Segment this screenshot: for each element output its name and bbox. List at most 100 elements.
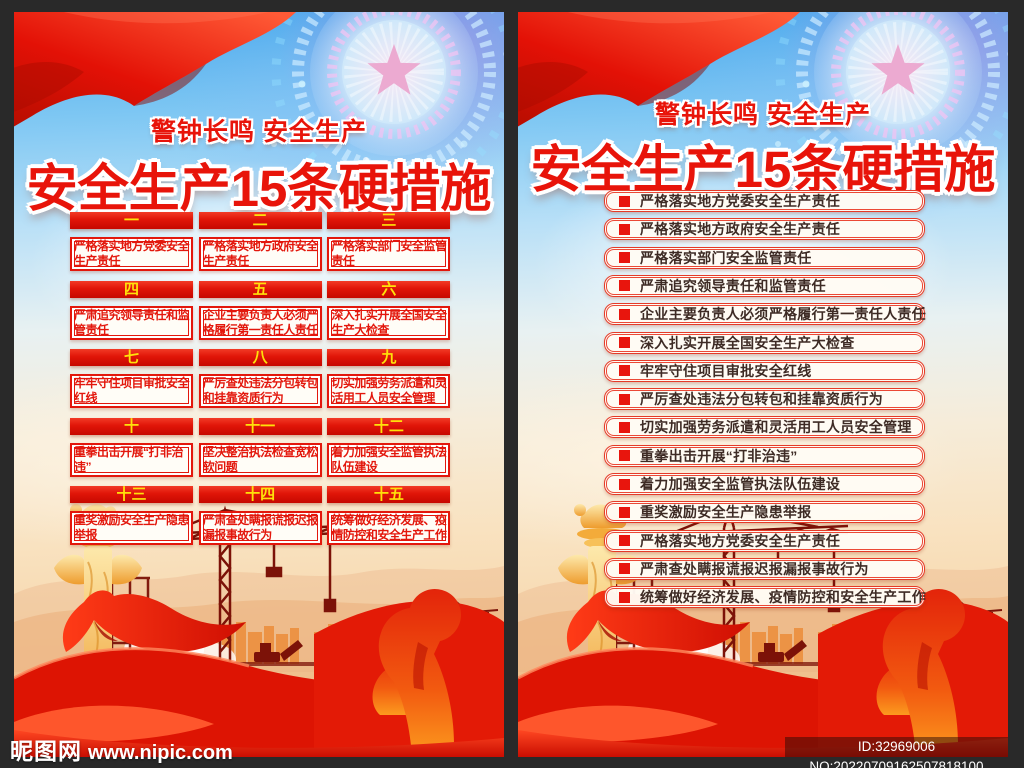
grid-number-label: 八 — [252, 349, 268, 366]
star-emblem-icon — [271, 12, 504, 195]
measure-list-text: 企业主要负责人必须严格履行第一责任人责任 — [640, 306, 926, 323]
site-url: www.nipic.com — [88, 742, 233, 764]
measure-list-item-12: 重奖激励安全生产隐患举报 — [604, 501, 925, 524]
measure-cell-text: 严格落实地方党委安全生产责任 — [74, 239, 190, 268]
measure-list-item-3: 严格落实部门安全监管责任 — [604, 246, 925, 269]
bullet-square-icon — [619, 506, 630, 518]
measure-list-item-1: 严格落实地方党委安全生产责任 — [604, 190, 925, 212]
bullet-square-icon — [619, 252, 630, 264]
bullet-square-icon — [619, 591, 630, 603]
bullet-square-icon — [619, 280, 630, 292]
site-watermark: 昵图网 www.nipic.com — [10, 732, 233, 766]
measures-grid: 一严格落实地方党委安全生产责任 二严格落实地方政府安全生产责任 三严格落实部门安全监… — [14, 12, 504, 757]
measure-cell-10: 重拳出击开展“打非治违” — [70, 442, 193, 477]
measure-list-item-8: 严厉查处违法分包转包和挂靠资质行为 — [604, 388, 925, 411]
grid-number-label: 十三 — [116, 486, 147, 503]
measure-list-item-9: 切实加强劳务派遣和灵活用工人员安全管理 — [604, 416, 925, 439]
bullet-square-icon — [619, 450, 630, 462]
wave-front — [14, 705, 214, 742]
bullet-square-icon — [619, 535, 630, 547]
grid-number-label: 一 — [123, 212, 139, 229]
grid-number-label: 二 — [252, 212, 268, 229]
bullet-square-icon — [619, 308, 630, 320]
ribbon-icon — [62, 590, 247, 653]
measure-cell-2: 严格落实地方政府安全生产责任 — [198, 237, 322, 271]
grid-number-label: 十四 — [245, 486, 276, 503]
measure-cell-15: 统筹做好经济发展、疫情防控和安全生产工作 — [327, 511, 451, 545]
poster-subtitle: 警钟长鸣 安全生产 — [151, 118, 367, 146]
measure-cell-text: 深入扎实开展全国安全生产大检查 — [331, 307, 447, 337]
bullet-square-icon — [619, 337, 630, 348]
measure-list-item-6: 深入扎实开展全国安全生产大检查 — [604, 331, 925, 354]
measure-list-item-11: 着力加强安全监管执法队伍建设 — [604, 473, 925, 495]
grid-number-10: 十 — [70, 417, 193, 435]
measure-list-text: 严格落实地方党委安全生产责任 — [640, 532, 841, 549]
bullet-square-icon — [619, 563, 630, 575]
measure-list-text: 严格落实地方党委安全生产责任 — [640, 193, 841, 209]
bullet-square-icon — [619, 195, 630, 207]
site-logo: 昵图网 — [10, 738, 82, 764]
grid-number-9: 九 — [327, 349, 451, 366]
grid-number-7: 七 — [70, 349, 193, 366]
grid-number-13: 十三 — [70, 486, 193, 503]
star-icon — [871, 44, 925, 95]
grid-number-label: 十五 — [373, 486, 404, 503]
measure-cell-text: 统筹做好经济发展、疫情防控和安全生产工作 — [331, 513, 447, 542]
measure-cell-text: 牢牢守住项目审批安全红线 — [74, 376, 190, 405]
measure-cell-text: 严格落实地方政府安全生产责任 — [202, 239, 319, 268]
red-flag-icon — [518, 12, 800, 127]
bullet-square-icon — [619, 421, 630, 433]
measure-cell-5: 企业主要负责人必须严格履行第一责任人责任 — [198, 305, 322, 340]
measure-list-text: 统筹做好经济发展、疫情防控和安全生产工作 — [640, 589, 926, 606]
measure-list-item-15: 统筹做好经济发展、疫情防控和安全生产工作 — [604, 586, 926, 609]
grid-number-label: 三 — [381, 212, 397, 229]
excavator-icon — [758, 640, 807, 662]
grid-number-label: 十二 — [373, 417, 404, 435]
measures-list: 严格落实地方党委安全生产责任 严格落实地方政府安全生产责任 严格落实部门安全监管责任… — [518, 12, 1008, 757]
grid-number-label: 十一 — [245, 417, 276, 435]
measure-cell-text: 坚决整治执法检查宽松软问题 — [202, 444, 319, 474]
measure-cell-6: 深入扎实开展全国安全生产大检查 — [327, 305, 451, 340]
measure-list-item-2: 严格落实地方政府安全生产责任 — [604, 218, 925, 241]
star-icon — [367, 44, 421, 95]
measure-list-text: 严格落实地方政府安全生产责任 — [640, 221, 841, 238]
grid-number-label: 五 — [252, 280, 268, 298]
measure-cell-text: 严肃查处瞒报谎报迟报漏报事故行为 — [202, 513, 319, 542]
measure-cell-14: 严肃查处瞒报谎报迟报漏报事故行为 — [198, 511, 322, 545]
grid-number-8: 八 — [198, 349, 322, 366]
grid-number-label: 四 — [123, 280, 139, 298]
poster-right: 警钟长鸣 安全生产 安全生产15条硬措施 严格落实地方党委安全生产责任 严格落实地… — [518, 12, 1008, 757]
measure-cell-3: 严格落实部门安全监管责任 — [327, 237, 451, 271]
grid-number-6: 六 — [327, 280, 451, 298]
measure-list-text: 重奖激励安全生产隐患举报 — [640, 504, 812, 521]
measure-list-text: 深入扎实开展全国安全生产大检查 — [640, 334, 855, 351]
wave-front — [518, 705, 718, 742]
measure-cell-text: 重奖激励安全生产隐患举报 — [74, 513, 190, 542]
measure-list-item-7: 牢牢守住项目审批安全红线 — [604, 359, 925, 382]
bullet-square-icon — [619, 223, 630, 235]
grid-number-14: 十四 — [198, 486, 322, 503]
grid-number-label: 十 — [123, 417, 139, 435]
measure-cell-4: 严肃追究领导责任和监管责任 — [70, 305, 193, 340]
measure-cell-9: 切实加强劳务派遣和灵活用工人员安全管理 — [327, 374, 451, 408]
grid-number-label: 九 — [381, 349, 397, 366]
grid-number-15: 十五 — [327, 486, 451, 503]
measure-cell-7: 牢牢守住项目审批安全红线 — [70, 374, 193, 408]
excavator-icon — [254, 640, 303, 662]
measure-list-text: 切实加强劳务派遣和灵活用工人员安全管理 — [640, 419, 912, 436]
measure-list-text: 严格落实部门安全监管责任 — [640, 249, 812, 266]
measure-cell-1: 严格落实地方党委安全生产责任 — [70, 237, 193, 271]
measure-list-text: 严肃追究领导责任和监管责任 — [640, 277, 826, 294]
star-emblem-icon — [775, 12, 1008, 195]
bullet-square-icon — [619, 365, 630, 377]
poster-subtitle: 警钟长鸣 安全生产 — [655, 101, 871, 129]
measure-cell-text: 切实加强劳务派遣和灵活用工人员安全管理 — [331, 376, 447, 405]
measure-list-text: 着力加强安全监管执法队伍建设 — [640, 476, 841, 492]
measure-cell-text: 严肃追究领导责任和监管责任 — [74, 307, 190, 337]
measure-cell-12: 着力加强安全监管执法队伍建设 — [327, 442, 451, 477]
measure-list-item-5: 企业主要负责人必须严格履行第一责任人责任 — [604, 303, 926, 326]
bullet-square-icon — [619, 393, 630, 405]
measure-cell-text: 严厉查处违法分包转包和挂靠资质行为 — [202, 376, 319, 405]
grid-number-2: 二 — [198, 212, 322, 229]
